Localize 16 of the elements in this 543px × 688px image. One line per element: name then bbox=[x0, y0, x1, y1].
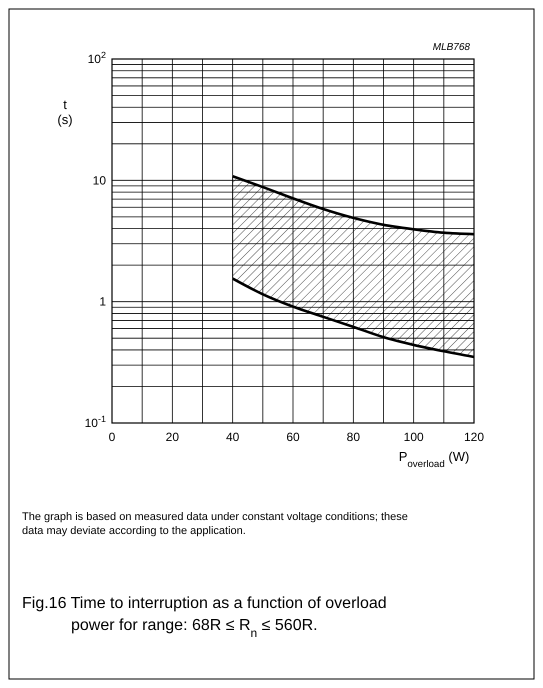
x-tick-label: 80 bbox=[346, 430, 360, 444]
x-axis-title: P$_{overload}$ (W) bbox=[398, 449, 470, 470]
text: MLB768 bbox=[432, 42, 470, 53]
y-tick-label: 1 bbox=[99, 294, 106, 309]
x-tick-label: 60 bbox=[286, 430, 300, 444]
x-tick-label: 0 bbox=[108, 430, 116, 444]
y-tick-label: 10$^{2}$ bbox=[88, 50, 106, 66]
x-tick-label: 120 bbox=[464, 430, 484, 444]
y-axis-title: t (s) bbox=[57, 97, 73, 127]
x-tick-label: 100 bbox=[404, 430, 424, 444]
text: Fig.16 Time to interruption as a function of overload power for range: 68R ≤ R$_{n}$ ≤ 560R. bbox=[22, 595, 387, 640]
text: The graph is based on measured data under constant voltage conditions; these data may deviate according to the application. bbox=[22, 511, 408, 537]
x-tick-label: 20 bbox=[166, 430, 180, 444]
x-tick-label: 40 bbox=[226, 430, 240, 444]
y-tick-label: 10$^{-1}$ bbox=[84, 414, 106, 430]
y-tick-label: 10 bbox=[92, 173, 106, 188]
